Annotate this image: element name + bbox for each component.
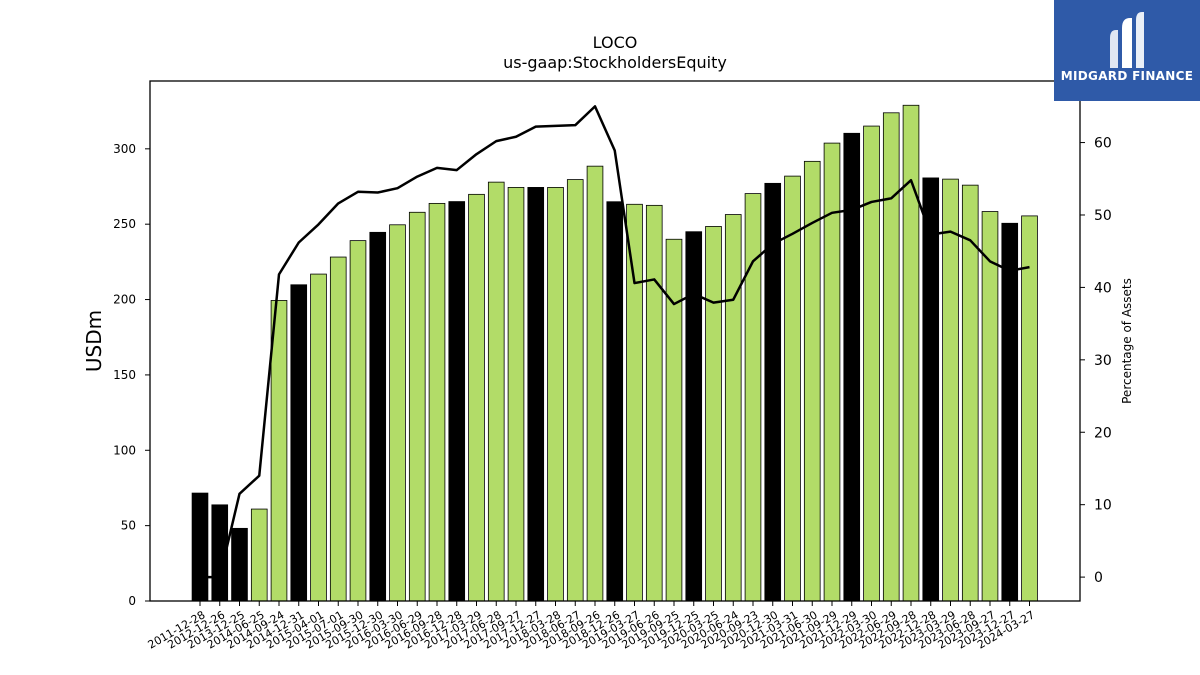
bar-2016-03-30	[389, 224, 406, 602]
bar-2023-03-29	[942, 178, 959, 602]
bar-2011-12-28	[191, 492, 209, 602]
bar-2019-12-25	[685, 231, 703, 602]
bar-2015-04-01	[310, 273, 327, 602]
bar-2014-06-25	[250, 508, 268, 602]
bar-2016-12-28	[448, 201, 466, 602]
right-tick-label: 0	[1094, 570, 1103, 586]
left-tick-label: 50	[121, 519, 136, 533]
bar-2021-12-29	[843, 132, 861, 602]
bar-2014-12-31	[290, 284, 308, 602]
bar-2022-06-29	[882, 112, 900, 602]
right-tick-label: 20	[1094, 425, 1112, 441]
left-tick-label: 200	[113, 293, 136, 307]
bar-2016-09-28	[428, 202, 446, 602]
bar-2019-03-27	[626, 203, 643, 602]
bar-2013-12-25	[231, 527, 248, 602]
midgard-logo-icon	[1110, 12, 1144, 68]
bar-2020-09-23	[744, 193, 762, 602]
bar-2018-06-27	[566, 179, 584, 602]
bar-2015-07-01	[329, 256, 347, 602]
bar-2016-06-29	[408, 211, 426, 602]
bar-2015-12-30	[369, 231, 387, 602]
bar-2018-09-26	[586, 165, 604, 602]
right-tick-label: 50	[1094, 208, 1112, 224]
plot-frame	[149, 80, 1081, 602]
bar-series	[191, 104, 1038, 602]
left-tick-label: 250	[113, 217, 136, 231]
left-tick-label: 300	[113, 142, 136, 156]
bar-2015-09-30	[349, 240, 367, 602]
bar-2018-03-28	[547, 187, 564, 602]
bar-2017-09-27	[507, 187, 525, 602]
right-tick-label: 60	[1094, 136, 1112, 152]
bar-2017-06-28	[487, 181, 505, 602]
bar-2023-09-27	[981, 211, 999, 602]
right-tick-label: 30	[1094, 353, 1112, 369]
left-tick-label: 100	[113, 443, 136, 457]
right-axis-label: Percentage of Assets	[1120, 278, 1134, 404]
bar-2019-09-25	[665, 238, 683, 602]
bar-2023-12-27	[1001, 222, 1019, 602]
bar-2014-09-24	[270, 300, 288, 602]
left-tick-label: 150	[113, 368, 136, 382]
percentage-line-series	[200, 105, 1030, 579]
right-tick-label: 10	[1094, 498, 1112, 514]
bar-2017-03-29	[468, 193, 485, 602]
right-tick-label: 40	[1094, 280, 1112, 296]
brand-badge: MIDGARD FINANCE	[1054, 0, 1200, 101]
bar-2020-06-24	[724, 214, 742, 602]
bar-2018-12-26	[606, 201, 624, 602]
percentage-of-assets-line	[200, 105, 1030, 579]
bar-2022-12-28	[922, 177, 940, 602]
bar-2024-03-27	[1021, 215, 1038, 602]
bar-2021-03-31	[784, 175, 801, 602]
left-tick-label: 0	[128, 594, 136, 608]
bar-2020-12-30	[764, 182, 782, 602]
right-axis-ticks: 0 10 20 30 40 50 60	[1080, 136, 1112, 586]
bar-2022-03-30	[863, 125, 880, 602]
chart-title: LOCO	[593, 33, 638, 52]
brand-name: MIDGARD FINANCE	[1060, 69, 1194, 83]
x-axis-ticks: 2011-12-282012-12-262013-12-252014-06-25…	[146, 601, 1037, 652]
left-axis-ticks: 0 50 100 150 200 250 300	[113, 142, 150, 608]
bar-2019-06-26	[645, 204, 663, 602]
chart-subtitle: us-gaap:StockholdersEquity	[503, 53, 727, 72]
bar-2017-12-27	[527, 187, 545, 602]
y-axis-label: USDm	[82, 310, 106, 372]
bar-2020-03-25	[705, 226, 722, 602]
